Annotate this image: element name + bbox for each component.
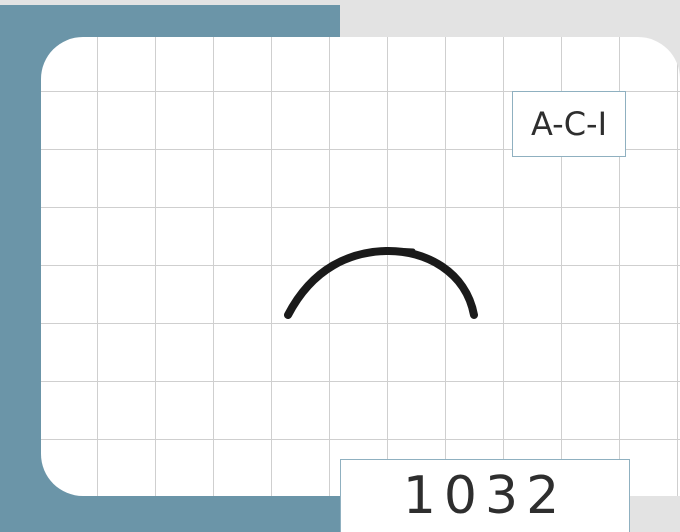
number-label: 1032 xyxy=(340,459,630,532)
arc-stroke xyxy=(284,246,478,319)
code-label: A-C-I xyxy=(512,91,626,157)
